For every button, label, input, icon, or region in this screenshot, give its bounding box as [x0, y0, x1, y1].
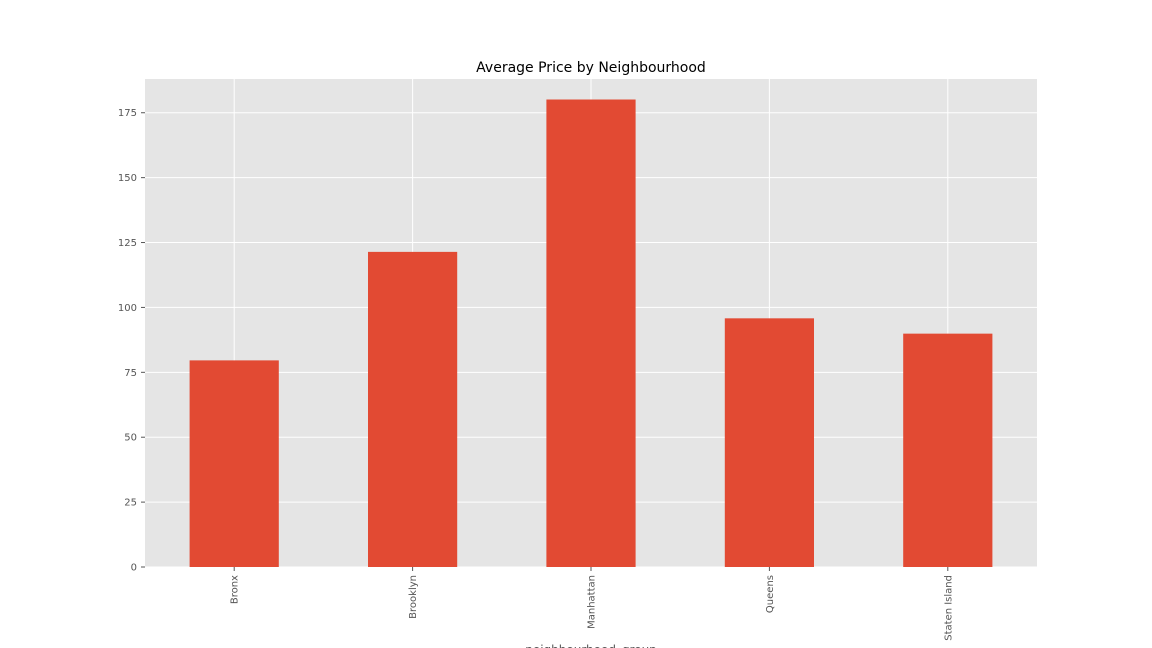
- x-tick-label: Queens: [765, 575, 776, 613]
- bar-queens: [724, 318, 814, 567]
- chart-title: Average Price by Neighbourhood: [476, 60, 706, 76]
- bar-staten-island: [903, 333, 993, 567]
- x-tick-label: Brooklyn: [408, 575, 419, 619]
- y-tick-label: 50: [124, 433, 137, 444]
- y-tick-label: 75: [124, 368, 137, 379]
- y-tick-label: 100: [118, 303, 137, 314]
- bars: [189, 99, 993, 568]
- y-tick-label: 25: [124, 498, 137, 509]
- x-tick-label: Manhattan: [587, 575, 598, 629]
- y-tick-label: 125: [118, 238, 137, 249]
- x-axis-label: neighbourhood_group: [525, 643, 657, 648]
- axis-ticks: 0 25 50 75 100 125 150 175 Bronx Brooklyn Manhatta…: [118, 108, 954, 641]
- x-tick-label: Bronx: [230, 575, 241, 604]
- y-tick-label: 0: [131, 563, 137, 574]
- bar-brooklyn: [368, 251, 458, 568]
- y-tick-label: 150: [118, 173, 137, 184]
- bar-bronx: [189, 360, 279, 567]
- bar-manhattan: [546, 99, 636, 568]
- y-tick-label: 175: [118, 108, 137, 119]
- x-tick-label: Staten Island: [943, 575, 954, 641]
